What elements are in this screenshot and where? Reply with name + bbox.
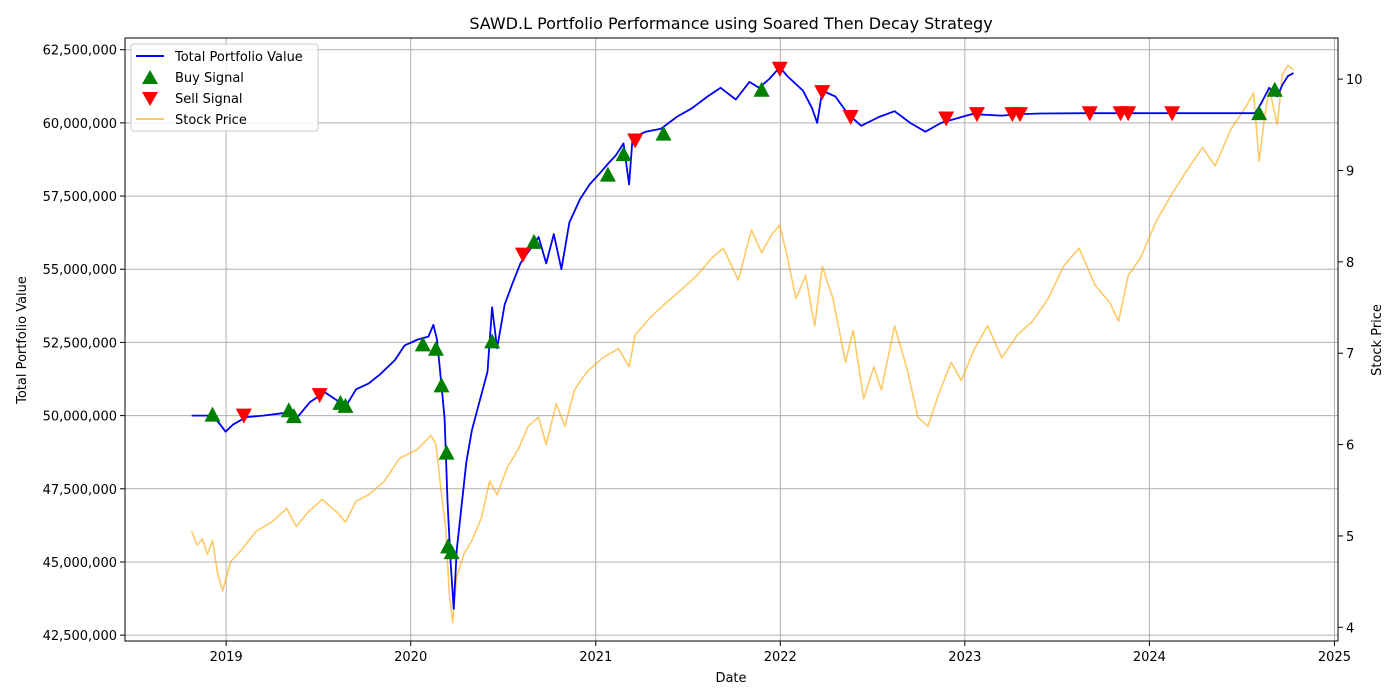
legend-sell-swatch [142, 92, 158, 106]
buy-signal-marker [427, 340, 444, 356]
chart-title: SAWD.L Portfolio Performance using Soare… [469, 14, 992, 33]
sell-signal-marker [771, 61, 788, 77]
legend-box [130, 43, 319, 132]
x-tick-label: 2025 [1318, 650, 1351, 665]
sell-signal-marker [968, 107, 985, 123]
plot-frame [124, 37, 1339, 642]
x-tick-label: 2020 [394, 650, 427, 665]
portfolio-value-layer [191, 66, 1294, 610]
legend-buy-swatch [142, 70, 158, 84]
buy-signal-marker [337, 397, 354, 413]
buy-signal-marker [285, 408, 302, 424]
sell-signal-marker [627, 133, 644, 149]
buy-signal-marker [484, 333, 501, 349]
sell-signal-marker [1081, 106, 1098, 122]
sell-signal-marker [842, 110, 859, 126]
x-tick-label: 2019 [210, 650, 243, 665]
y-right-tick-label: 6 [1346, 439, 1354, 454]
y-tick-label: 52,500,000 [43, 336, 117, 351]
stock-price-line [190, 64, 1295, 624]
y-tick-label: 57,500,000 [43, 190, 117, 205]
buy-signal-marker [615, 146, 632, 162]
buy-signal-marker [204, 406, 221, 422]
sell-signal-marker [311, 388, 328, 404]
y-right-tick-label: 9 [1346, 164, 1354, 179]
y-tick-label: 50,000,000 [43, 410, 117, 425]
sell-signal-marker [938, 111, 955, 127]
y-right-tick-label: 7 [1346, 347, 1354, 362]
x-axis-label: Date [715, 671, 746, 686]
buy-signal-marker [1266, 81, 1283, 97]
portfolio-value-line [191, 66, 1294, 610]
y-tick-label: 47,500,000 [43, 483, 117, 498]
buy-signal-marker [599, 166, 616, 182]
buy-signal-marker [433, 377, 450, 393]
y-tick-label: 55,000,000 [43, 263, 117, 278]
buy-signal-marker [1251, 105, 1268, 121]
signal-markers-layer [204, 61, 1283, 560]
buy-signal-marker [438, 444, 455, 460]
legend-buy-label: Buy Signal [175, 71, 244, 86]
buy-signal-marker [443, 544, 460, 560]
y-right-tick-label: 8 [1346, 256, 1354, 271]
sell-signal-marker [814, 85, 831, 101]
y-right-tick-label: 4 [1346, 621, 1354, 636]
x-tick-label: 2021 [579, 650, 612, 665]
axis-ticks: 2019 2020 2021 2022 2023 2024 202542,500,00045… [43, 44, 1363, 665]
legend-sell-label: Sell Signal [175, 92, 243, 107]
y-axis-right-label: Stock Price [1370, 304, 1385, 376]
y-right-tick-label: 10 [1346, 73, 1363, 88]
sell-signal-marker [1011, 107, 1028, 123]
sell-signal-marker [235, 408, 252, 424]
grid-lines [125, 38, 1338, 641]
buy-signal-marker [753, 81, 770, 97]
buy-signal-marker [655, 125, 672, 141]
x-tick-label: 2023 [948, 650, 981, 665]
y-tick-label: 62,500,000 [43, 44, 117, 59]
y-right-tick-label: 5 [1346, 530, 1354, 545]
buy-signal-marker [414, 336, 431, 352]
x-tick-label: 2022 [764, 650, 797, 665]
y-tick-label: 45,000,000 [43, 556, 117, 571]
y-tick-label: 60,000,000 [43, 117, 117, 132]
legend: Total Portfolio Value Buy Signal Sell Si… [130, 43, 319, 132]
y-axis-label: Total Portfolio Value [15, 276, 30, 405]
sell-signal-marker [1164, 106, 1181, 122]
legend-price-label: Stock Price [175, 113, 247, 128]
y-tick-label: 42,500,000 [43, 629, 117, 644]
x-tick-label: 2024 [1133, 650, 1166, 665]
legend-portfolio-label: Total Portfolio Value [174, 50, 303, 65]
stock-price-layer [190, 64, 1295, 624]
buy-signal-marker [526, 233, 543, 249]
sell-signal-marker [514, 247, 531, 263]
sell-signal-marker [1120, 106, 1137, 122]
